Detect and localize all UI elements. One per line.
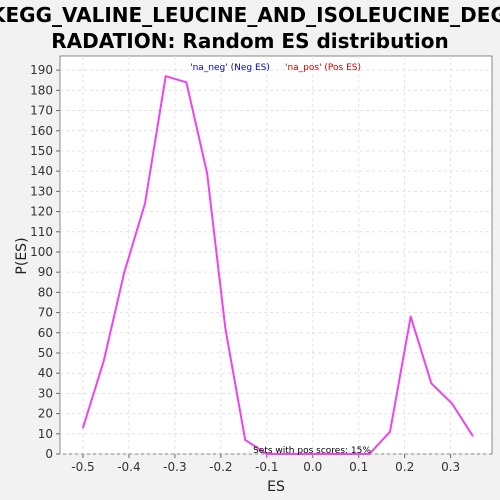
es-data-point [102,360,105,362]
y-tick-label: 100 [30,245,53,259]
es-data-point [244,439,247,441]
y-tick-label: 160 [30,124,53,138]
es-data-point [409,315,412,318]
es-data-point [451,402,453,405]
y-tick-label: 90 [38,265,53,279]
y-tick-label: 20 [38,407,53,421]
x-tick-label: -0.2 [209,460,232,474]
es-data-point [265,453,268,455]
x-tick-label: 0.2 [395,460,414,474]
es-data-point [327,453,329,455]
y-tick-label: 60 [38,326,53,340]
x-tick-label: 0.0 [303,460,322,474]
plot-area [59,55,493,455]
y-tick-label: 140 [30,164,53,178]
es-data-point [306,453,309,455]
y-tick-label: 70 [38,306,53,320]
es-data-point [471,434,474,437]
x-tick-label: -0.1 [255,460,278,474]
y-tick-label: 10 [38,427,53,441]
y-tick-label: 0 [45,447,53,461]
x-tick-label: 0.1 [349,460,368,474]
es-data-point [430,382,433,385]
es-data-point [144,202,146,205]
x-tick-label: 0.3 [441,460,460,474]
y-tick-label: 80 [38,285,53,299]
es-data-point [389,430,391,433]
y-axis: 0 10 20 30 40 50 60 70 80 90 100 110 120 130 140 150 160… [30,63,60,461]
y-tick-label: 150 [30,144,53,158]
y-tick-label: 40 [38,366,53,380]
es-data-point [347,453,350,455]
es-data-point [123,271,126,274]
x-tick-label: -0.3 [163,460,186,474]
grid-lines [60,56,492,455]
x-tick-label: -0.4 [117,460,140,474]
es-data-point [206,172,209,175]
es-data-point [185,81,188,84]
y-tick-label: 30 [38,386,53,400]
series-layer [82,75,474,455]
legend-entry-pos: 'na_pos' (Pos ES) [285,63,361,73]
y-tick-label: 170 [30,104,53,118]
es-data-point [368,453,371,455]
y-tick-label: 50 [38,346,53,360]
chart-title: KEGG_VALINE_LEUCINE_AND_ISOLEUCINE_DEG R… [0,2,500,54]
y-tick-label: 110 [30,225,53,239]
y-tick-label: 190 [30,63,53,77]
es-data-point [82,426,84,429]
x-axis-label: ES [267,479,285,495]
es-data-point [164,75,167,78]
y-tick-label: 180 [30,83,53,97]
y-tick-label: 120 [30,205,53,219]
chart-title-line2: RADATION: Random ES distribution [51,29,449,53]
y-axis-label: P(ES) [14,237,30,274]
pos-scores-annotation: Sets with pos scores: 15% [253,446,371,456]
chart-title-line1: KEGG_VALINE_LEUCINE_AND_ISOLEUCINE_DEG [0,3,500,27]
x-tick-label: -0.5 [71,460,94,474]
y-tick-label: 130 [30,184,53,198]
es-data-point [285,453,288,455]
legend-entry-neg: 'na_neg' (Neg ES) [190,63,270,73]
es-data-point [224,327,227,330]
es-distribution-line [82,75,474,455]
x-axis: -0.5 -0.4 -0.3 -0.2 -0.1 0.0 0.1 0.2 0.3 [71,454,460,474]
